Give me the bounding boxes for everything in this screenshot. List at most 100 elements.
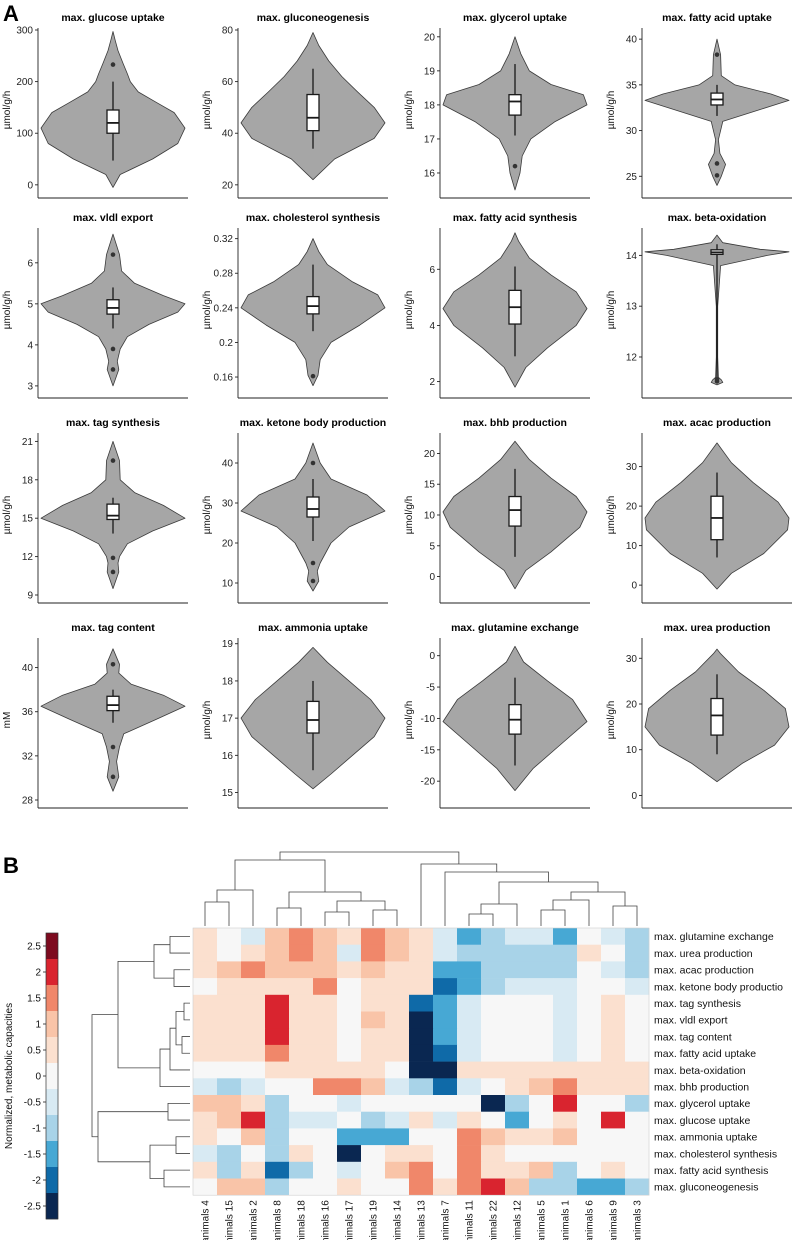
heat-cell-max-tag-synthesis-animals-12 [505, 994, 530, 1012]
violin-tick-label: 18 [424, 100, 436, 111]
heat-cell-max-tag-content-animals-3 [625, 1028, 650, 1046]
violin-tick-label: 5 [27, 299, 33, 310]
heat-cell-max-fatty-acid-synthesis-animals-15 [217, 1161, 242, 1179]
heat-cell-max-tag-synthesis-animals-8 [265, 994, 290, 1012]
heat-cell-max-urea-production-animals-5 [529, 944, 554, 962]
heat-col-label: animals 13 [417, 1200, 428, 1240]
heat-cell-max-glycerol-uptake-animals-13 [409, 1095, 434, 1112]
row-dendrogram-branch [173, 969, 190, 987]
heat-cell-max-fatty-acid-uptake-animals-4 [193, 1044, 218, 1062]
heat-cell-max-ketone-body-productio-animals-2 [241, 978, 266, 996]
heat-row-label: max. cholesterol synthesis [654, 1148, 777, 1160]
heat-cell-max-fatty-acid-uptake-animals-1 [553, 1044, 578, 1062]
heat-cell-max-tag-synthesis-animals-7 [433, 994, 458, 1012]
violin-tick-label: 4 [429, 321, 435, 332]
violin-y-label: µmol/g/h [606, 496, 617, 535]
violin-tick-label: 18 [222, 676, 234, 687]
heat-cell-max-gluconeogenesis-animals-22 [481, 1178, 506, 1196]
heat-cell-max-fatty-acid-synthesis-animals-3 [625, 1161, 650, 1179]
heat-cell-max-fatty-acid-uptake-animals-5 [529, 1044, 554, 1062]
column-dendrogram-branch [552, 899, 590, 926]
heat-cell-max-beta-oxidation-animals-2 [241, 1061, 266, 1079]
heat-cell-max-tag-synthesis-animals-22 [481, 994, 506, 1012]
heat-row-label: max. gluconeogenesis [654, 1182, 758, 1194]
heat-cell-max-urea-production-animals-22 [481, 944, 506, 962]
heat-cell-max-glutamine-exchange-animals-8 [265, 928, 290, 945]
heat-cell-max-vldl-export-animals-5 [529, 1011, 554, 1029]
heat-cell-max-acac-production-animals-9 [601, 961, 626, 979]
heat-col-label: animals 11 [465, 1200, 476, 1240]
heat-cell-max-acac-production-animals-4 [193, 961, 218, 979]
violin-title: max. tag content [71, 622, 155, 634]
heat-cell-max-tag-synthesis-animals-4 [193, 994, 218, 1012]
violin-iqr-box [106, 299, 120, 315]
heat-cell-max-fatty-acid-uptake-animals-11 [457, 1044, 482, 1062]
heat-cell-max-bhb-production-animals-8 [265, 1078, 290, 1096]
heat-cell-max-glutamine-exchange-animals-16 [313, 928, 338, 945]
heat-cell-max-vldl-export-animals-11 [457, 1011, 482, 1029]
heat-cell-max-ketone-body-productio-animals-8 [265, 978, 290, 996]
violin-tick-label: 0.2 [219, 338, 233, 349]
colorbar-tick-label: -2 [32, 1176, 41, 1187]
column-dendrogram-branch [372, 909, 398, 926]
violin-tick-label: 60 [222, 77, 234, 88]
violin-tick-label: 21 [22, 437, 34, 448]
row-dendrogram-branch [183, 1002, 190, 1021]
heat-cell-max-tag-content-animals-8 [265, 1028, 290, 1046]
violin-max-tag-synthesis: max. tag synthesis 9 12 15 18 21 µmol/g/h [2, 417, 188, 604]
heat-cell-max-tag-content-animals-6 [577, 1028, 602, 1046]
heat-cell-max-glucose-uptake-animals-15 [217, 1111, 242, 1129]
heat-cell-max-fatty-acid-uptake-animals-17 [337, 1044, 362, 1062]
heat-col-label: animals 5 [537, 1200, 548, 1240]
violin-y-label: µmol/g/h [202, 291, 213, 330]
violin-outlier [110, 346, 116, 352]
heat-cell-max-glycerol-uptake-animals-14 [385, 1095, 410, 1112]
violin-tick-label: 0 [631, 581, 637, 592]
heat-col-label: animals 9 [609, 1200, 620, 1240]
violin-tick-label: 40 [222, 129, 234, 140]
heat-cell-max-glucose-uptake-animals-22 [481, 1111, 506, 1129]
heat-cell-max-tag-content-animals-2 [241, 1028, 266, 1046]
heat-cell-max-tag-content-animals-11 [457, 1028, 482, 1046]
heat-cell-max-ammonia-uptake-animals-5 [529, 1128, 554, 1146]
heat-cell-max-cholesterol-synthesis-animals-22 [481, 1145, 506, 1163]
heat-cell-max-gluconeogenesis-animals-2 [241, 1178, 266, 1196]
heat-col-label: animals 4 [201, 1200, 212, 1240]
violin-iqr-box [106, 109, 120, 134]
heat-cell-max-ketone-body-productio-animals-15 [217, 978, 242, 996]
heat-cell-max-glutamine-exchange-animals-18 [289, 928, 314, 945]
heat-cell-max-fatty-acid-synthesis-animals-18 [289, 1161, 314, 1179]
heat-cell-max-vldl-export-animals-14 [385, 1011, 410, 1029]
violin-grid: max. glucose uptake0100200300µmol/g/hmax… [2, 12, 792, 809]
heat-row-label: max. fatty acid synthesis [654, 1165, 768, 1177]
heat-cell-max-bhb-production-animals-14 [385, 1078, 410, 1096]
violin-max-vldl-export: max. vldl export 3 4 5 6 µmol/g/h [2, 212, 188, 399]
heat-cell-max-ammonia-uptake-animals-14 [385, 1128, 410, 1146]
violin-max-ammonia-uptake: max. ammonia uptake 15 16 17 18 19 µmol/g/h [202, 622, 388, 809]
heat-cell-max-urea-production-animals-3 [625, 944, 650, 962]
heat-cell-max-ammonia-uptake-animals-18 [289, 1128, 314, 1146]
heat-cell-max-glucose-uptake-animals-14 [385, 1111, 410, 1129]
violin-tick-label: 100 [16, 129, 33, 140]
heat-cell-max-tag-synthesis-animals-1 [553, 994, 578, 1012]
heat-cell-max-beta-oxidation-animals-9 [601, 1061, 626, 1079]
panel-b-label: B [3, 853, 19, 878]
violin-tick-label: -10 [421, 714, 436, 725]
violin-tick-label: -20 [421, 777, 436, 788]
heat-cell-max-bhb-production-animals-13 [409, 1078, 434, 1096]
heat-cell-max-glucose-uptake-animals-2 [241, 1111, 266, 1129]
violin-tick-label: 0 [631, 791, 637, 802]
violin-tick-label: 35 [626, 80, 638, 91]
heat-cell-max-ketone-body-productio-animals-12 [505, 978, 530, 996]
violin-title: max. ammonia uptake [258, 622, 368, 634]
heat-cell-max-gluconeogenesis-animals-11 [457, 1178, 482, 1196]
heat-col-label: animals 2 [249, 1200, 260, 1240]
row-dendrogram [91, 935, 190, 1188]
heat-cell-max-glycerol-uptake-animals-5 [529, 1095, 554, 1112]
colorbar-swatch [46, 1193, 58, 1220]
violin-tick-label: 30 [626, 462, 638, 473]
row-dendrogram-branch [149, 1144, 176, 1179]
colorbar-tick-label: -0.5 [24, 1098, 42, 1109]
heat-cell-max-vldl-export-animals-19 [361, 1011, 386, 1029]
heat-cell-max-tag-content-animals-13 [409, 1028, 434, 1046]
